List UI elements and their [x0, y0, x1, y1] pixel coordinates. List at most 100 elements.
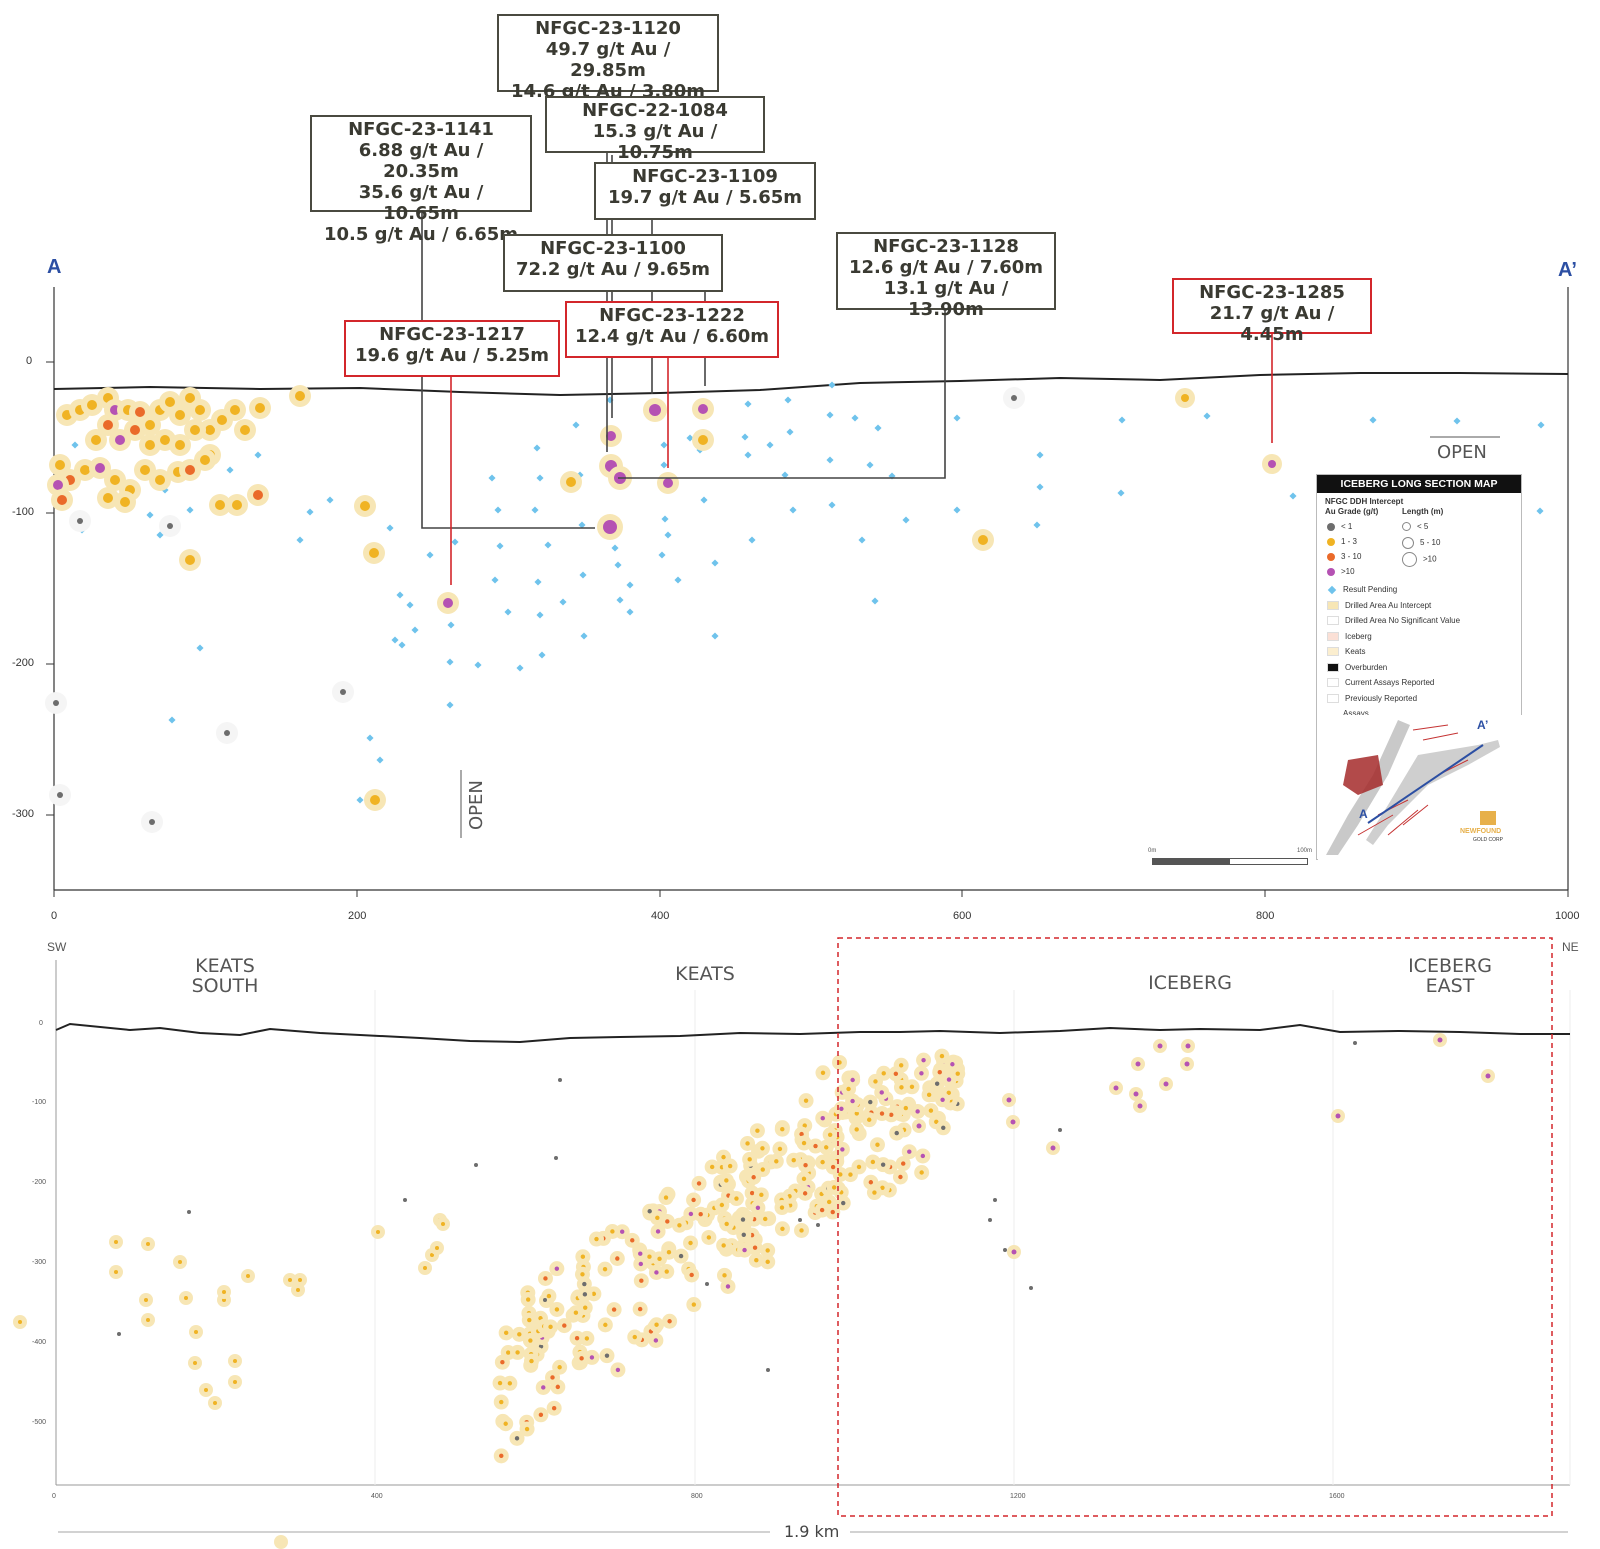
legend-grade-row: 3 - 10 [1327, 552, 1361, 561]
drill-intercept [55, 460, 65, 470]
y-tick-0: 0 [26, 355, 33, 367]
topography-line-bottom [55, 1022, 1570, 1044]
drill-intercept [529, 1358, 534, 1364]
drill-intercept [879, 1090, 884, 1095]
drill-intercept [554, 1307, 560, 1312]
legend-item-label: Drilled Area Au Intercept [1345, 600, 1432, 610]
x-tick-800: 800 [1256, 910, 1275, 922]
callout-nfgc-22-1084: NFGC-22-1084 15.3 g/t Au / 10.75m [545, 96, 765, 163]
drill-intercept [550, 1375, 555, 1380]
drill-intercept [240, 425, 250, 435]
result-pending-marker [488, 474, 496, 482]
drill-intercept [751, 1175, 756, 1180]
result-pending-marker [658, 551, 666, 559]
drill-intercept [777, 1146, 783, 1152]
drill-intercept [403, 1198, 407, 1202]
drill-intercept [856, 1164, 862, 1170]
drill-intercept [474, 1163, 478, 1167]
drill-intercept [224, 730, 230, 736]
drill-intercept [919, 1170, 924, 1175]
drill-intercept [655, 1215, 660, 1221]
drill-intercept [802, 1123, 807, 1128]
result-pending-marker [572, 421, 580, 429]
drill-intercept [950, 1062, 955, 1067]
result-pending-marker [1369, 416, 1377, 424]
legend-length-row: 5 - 10 [1402, 537, 1440, 549]
drill-intercept [195, 405, 205, 415]
drill-intercept [988, 1218, 992, 1222]
legend-length-label: 5 - 10 [1420, 538, 1441, 548]
drill-intercept [879, 1111, 885, 1116]
drill-intercept [1137, 1103, 1143, 1109]
result-pending-marker [611, 544, 619, 552]
drill-intercept [369, 548, 379, 558]
legend-item-label: Overburden [1345, 662, 1388, 672]
drill-intercept [657, 1256, 662, 1262]
drill-intercept [114, 1240, 118, 1244]
result-pending-marker [446, 658, 454, 666]
length-swatch-icon [1402, 552, 1417, 567]
legend-grade-row: >10 [1327, 567, 1355, 576]
result-pending-marker [902, 516, 910, 524]
drill-intercept [435, 1246, 439, 1250]
result-pending-marker [874, 424, 882, 432]
drill-intercept [898, 1063, 904, 1068]
result-pending-marker [1033, 521, 1041, 529]
length-swatch-icon [1402, 522, 1411, 532]
result-pending-marker [1036, 483, 1044, 491]
callout-line: 15.3 g/t Au / 10.75m [592, 121, 718, 163]
legend-item-label: Current Assays Reported [1345, 678, 1435, 687]
region-keats: KEATS [675, 963, 735, 985]
callout-line: 19.6 g/t Au / 5.25m [354, 345, 550, 366]
drill-intercept [721, 1243, 726, 1248]
drill-intercept [541, 1385, 546, 1390]
result-pending-marker [660, 461, 668, 469]
legend-item-row: Drilled Area Au Intercept [1327, 601, 1431, 610]
length-swatch-icon [1402, 537, 1414, 549]
bottom-x-tick: 1600 [1329, 1493, 1345, 1500]
drill-intercept [551, 1406, 557, 1411]
result-pending-marker [226, 466, 234, 474]
drill-intercept [1135, 1061, 1141, 1067]
result-pending-marker [664, 531, 672, 539]
drill-intercept [554, 1156, 558, 1160]
newfound-logo-icon [1480, 811, 1496, 825]
drill-intercept [175, 440, 185, 450]
drill-intercept [1010, 1119, 1016, 1125]
pending-diamond-icon [1327, 585, 1337, 595]
drill-intercept [298, 1278, 302, 1282]
drill-intercept [500, 1360, 505, 1365]
drill-intercept [185, 393, 195, 403]
logo-subtext: GOLD CORP [1473, 837, 1504, 843]
drill-intercept [443, 598, 453, 608]
drill-intercept [666, 1250, 672, 1255]
drill-intercept [741, 1232, 746, 1237]
drill-intercept [880, 1162, 886, 1167]
drill-intercept [517, 1332, 522, 1337]
drill-intercept [582, 1281, 587, 1287]
drill-intercept [893, 1071, 899, 1077]
callout-nfgc-23-1109: NFGC-23-1109 19.7 g/t Au / 5.65m [594, 162, 816, 220]
result-pending-marker [446, 701, 454, 709]
drill-intercept [698, 404, 708, 414]
result-pending-marker [616, 596, 624, 604]
drill-intercept [696, 1181, 702, 1186]
result-pending-marker [626, 581, 634, 589]
callout-nfgc-23-1285: NFGC-23-1285 21.7 g/t Au / 4.45m [1172, 278, 1372, 345]
drill-intercept [647, 1254, 652, 1259]
drill-intercept [589, 1355, 595, 1360]
bottom-x-tick: 0 [52, 1493, 56, 1500]
drill-intercept [57, 792, 63, 798]
drill-intercept [77, 518, 83, 524]
drill-intercept [921, 1057, 926, 1063]
legend-item-row: Assays [1327, 709, 1369, 718]
bottom-x-tick: 400 [371, 1493, 383, 1500]
drill-intercept [554, 1266, 560, 1271]
drill-intercept [233, 1380, 237, 1384]
drill-intercept [103, 493, 113, 503]
drill-intercept [155, 475, 165, 485]
drill-intercept [678, 1253, 684, 1259]
drill-intercept [185, 555, 195, 565]
drill-intercept [230, 405, 240, 415]
region-line: ICEBERG [1408, 955, 1492, 977]
